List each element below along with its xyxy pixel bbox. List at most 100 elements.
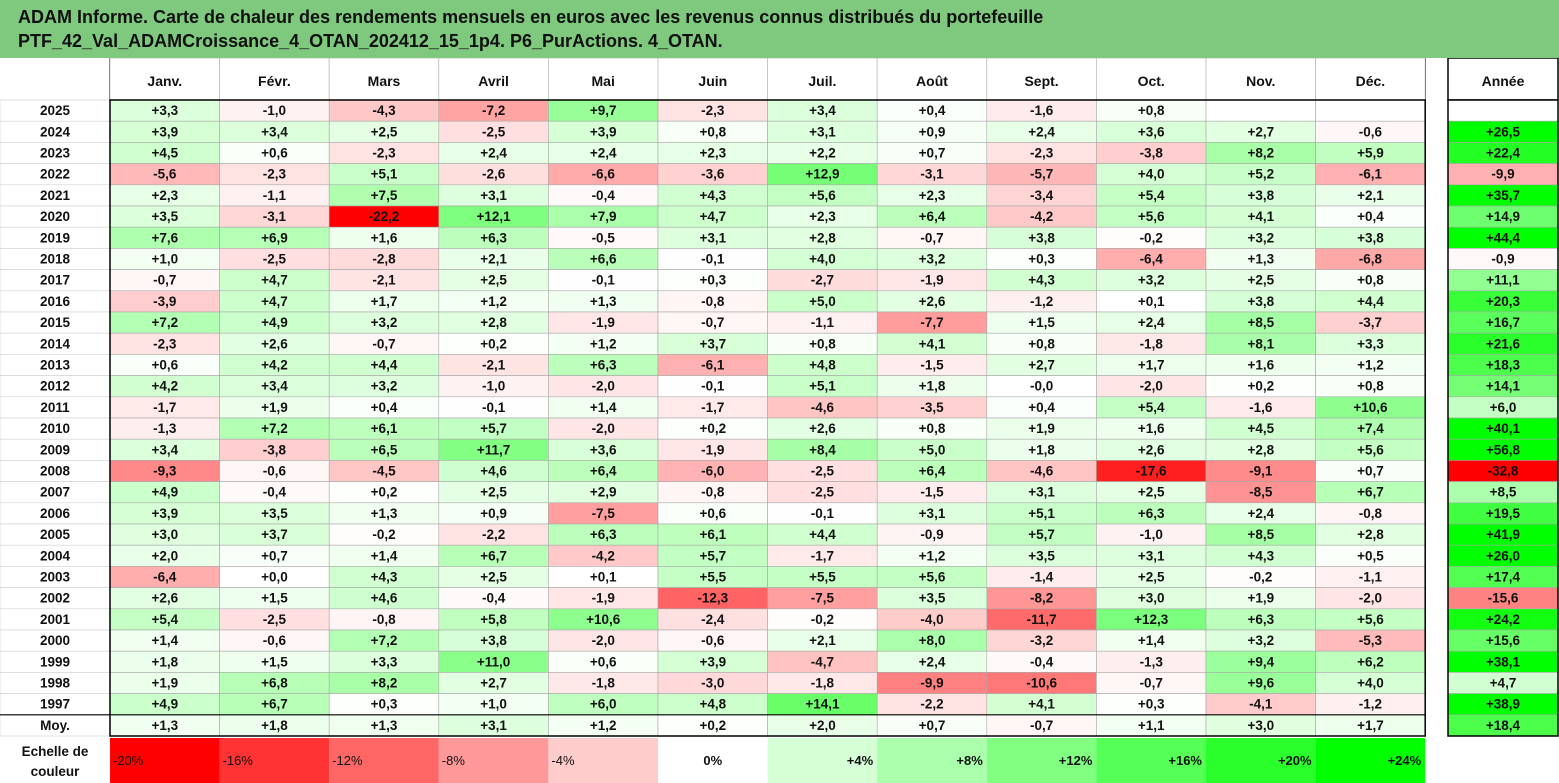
heatmap-cell-value: +3,7 <box>699 336 726 351</box>
heatmap-cell-value: +3,4 <box>151 442 178 457</box>
heatmap-cell-value: +3,3 <box>1357 336 1384 351</box>
heatmap-cell-value: +1,3 <box>371 506 398 521</box>
heatmap-cell-value: -1,7 <box>701 400 724 415</box>
heatmap-cell-value: +5,0 <box>919 442 946 457</box>
heatmap-cell-value: +3,8 <box>1357 230 1384 245</box>
heatmap-cell-value: +12,1 <box>477 209 512 224</box>
heatmap-cell-value: +0,0 <box>261 570 288 585</box>
heatmap-cell-value: +6,8 <box>261 676 288 691</box>
heatmap-cell-value: -0,2 <box>1140 230 1163 245</box>
heatmap-cell-value: +0,3 <box>371 697 398 712</box>
annual-return-value: +14,9 <box>1486 209 1520 224</box>
heatmap-cell-value: -1,2 <box>1030 294 1053 309</box>
heatmap-cell-value: +3,9 <box>590 124 617 139</box>
month-header-cell <box>1096 58 1207 101</box>
heatmap-cell-value: +4,6 <box>371 591 398 606</box>
heatmap-cell-value: +1,6 <box>1138 421 1165 436</box>
year-row-label: 2014 <box>40 336 71 351</box>
heatmap-cell-value: -0,4 <box>1030 654 1054 669</box>
heatmap-cell-value: +8,5 <box>1247 527 1274 542</box>
heatmap-cell-value: +3,8 <box>1028 230 1055 245</box>
heatmap-cell-value: +2,6 <box>1138 442 1165 457</box>
heatmap-cell-value: +5,1 <box>1028 506 1055 521</box>
heatmap-cell-value: +12,9 <box>805 167 839 182</box>
heatmap-cell-value: +5,5 <box>809 570 836 585</box>
heatmap-cell-value: -4,6 <box>1030 464 1054 479</box>
month-header-label: Avril <box>478 73 509 89</box>
year-row-label: 2007 <box>40 485 70 500</box>
heatmap-cell-value: +6,3 <box>590 527 617 542</box>
heatmap-cell-value: +10,6 <box>586 612 621 627</box>
month-header-label: Mai <box>592 73 615 89</box>
heatmap-cell-value: +4,0 <box>1138 167 1165 182</box>
heatmap-cell-value: +3,5 <box>1028 548 1055 563</box>
heatmap-cell-value: +4,4 <box>371 358 398 373</box>
heatmap-cell-value: +2,6 <box>151 591 178 606</box>
heatmap-cell-value: +1,8 <box>151 654 178 669</box>
heatmap-cell-value: +7,2 <box>371 633 398 648</box>
year-row-label: 2017 <box>40 273 70 288</box>
heatmap-cell-value: +1,6 <box>371 230 398 245</box>
heatmap-cell-value: +5,7 <box>480 421 507 436</box>
heatmap-cell-value: -2,2 <box>920 697 943 712</box>
color-scale-swatch <box>986 738 1097 783</box>
heatmap-cell-value: -2,5 <box>482 124 506 139</box>
annual-grid-frame <box>1447 99 1559 737</box>
heatmap-cell-value: -5,7 <box>1030 167 1053 182</box>
heatmap-cell-value: +3,2 <box>1138 273 1165 288</box>
heatmap-cell-value: +9,6 <box>1247 676 1274 691</box>
heatmap-cell-value: +6,1 <box>699 527 726 542</box>
heatmap-cell-value: +3,9 <box>151 506 178 521</box>
heatmap-cell-value: +9,4 <box>1247 654 1274 669</box>
heatmap-cell-value: -0,6 <box>263 464 287 479</box>
color-scale-value: -4% <box>551 753 575 768</box>
annual-return-value: +18,3 <box>1486 358 1521 373</box>
color-scale-swatch <box>1096 738 1206 783</box>
heatmap-cell-value: -7,5 <box>811 591 835 606</box>
heatmap-cell-value: -3,5 <box>920 400 944 415</box>
annual-return-value: +38,9 <box>1486 697 1520 712</box>
heatmap-cell-value: +0,2 <box>480 336 507 351</box>
annual-return-value: +4,7 <box>1490 676 1517 691</box>
heatmap-cell-value: +4,4 <box>809 527 836 542</box>
heatmap-cell-value: -4,2 <box>1030 209 1053 224</box>
heatmap-cell-value: +7,2 <box>151 315 178 330</box>
year-row-label: 2022 <box>40 167 70 182</box>
month-header-label: Nov. <box>1246 73 1275 89</box>
heatmap-cell-value: +1,3 <box>151 718 178 733</box>
heatmap-cell-value: -4,5 <box>372 464 396 479</box>
heatmap-cell-value: +3,1 <box>1138 548 1165 563</box>
annual-return-value: +35,7 <box>1486 188 1520 203</box>
heatmap-cell-value: -3,9 <box>153 294 176 309</box>
heatmap-cell-value: +2,5 <box>371 124 398 139</box>
heatmap-cell-value: +3,1 <box>919 506 946 521</box>
heatmap-cell-value: +3,4 <box>261 124 288 139</box>
heatmap-cell-value: +1,9 <box>1247 591 1274 606</box>
heatmap-cell-value: +8,2 <box>371 676 398 691</box>
heatmap-cell-value: +3,4 <box>809 103 836 118</box>
heatmap-cell-value: +0,2 <box>699 421 726 436</box>
heatmap-cell-value: +5,9 <box>1357 146 1384 161</box>
color-scale-value: +8% <box>956 753 983 768</box>
heatmap-cell-value: +1,1 <box>1138 718 1165 733</box>
heatmap-cell-value: +0,8 <box>699 124 726 139</box>
annual-return-value: +21,6 <box>1486 336 1521 351</box>
heatmap-cell-value: +2,9 <box>590 485 617 500</box>
heatmap-cell-value: -4,6 <box>811 400 835 415</box>
annual-return-value: +20,3 <box>1486 294 1521 309</box>
heatmap-cell-value: +3,2 <box>919 252 946 267</box>
heatmap-cell-value: +3,1 <box>699 230 726 245</box>
heatmap-cell-value: +2,3 <box>919 188 946 203</box>
heatmap-cell-value: +5,0 <box>809 294 836 309</box>
heatmap-cell-value: -1,7 <box>153 400 176 415</box>
heatmap-cell-value: -22,2 <box>369 209 400 224</box>
heatmap-cell-value: -0,1 <box>811 506 835 521</box>
heatmap-cell-value: -1,1 <box>811 315 835 330</box>
heatmap-cell-value: -0,7 <box>153 273 176 288</box>
month-header-label: Sept. <box>1024 73 1058 89</box>
year-row-label: 2010 <box>40 421 70 436</box>
heatmap-cell-value: -0,7 <box>701 315 724 330</box>
heatmap-cell-value: +1,7 <box>371 294 398 309</box>
heatmap-cell-value: -2,3 <box>153 336 177 351</box>
heatmap-cell-value: -4,7 <box>811 654 834 669</box>
